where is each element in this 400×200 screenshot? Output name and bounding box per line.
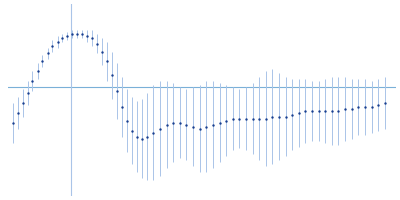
Point [230, 117, 236, 120]
Point [79, 32, 85, 35]
Point [309, 109, 315, 112]
Point [203, 125, 210, 128]
Point [335, 109, 342, 112]
Point [269, 115, 276, 118]
Point [15, 111, 21, 114]
Point [150, 131, 157, 134]
Point [118, 105, 125, 109]
Point [276, 115, 282, 118]
Point [183, 123, 190, 126]
Point [29, 80, 36, 83]
Point [19, 101, 26, 105]
Point [124, 119, 130, 122]
Point [243, 117, 249, 120]
Point [296, 111, 302, 114]
Point [375, 103, 381, 107]
Point [49, 44, 56, 47]
Point [249, 117, 256, 120]
Point [236, 117, 242, 120]
Point [44, 52, 51, 55]
Point [114, 89, 120, 93]
Point [348, 107, 355, 111]
Point [170, 121, 176, 124]
Point [89, 36, 95, 39]
Point [144, 135, 150, 138]
Point [74, 32, 81, 35]
Point [134, 135, 140, 138]
Point [289, 113, 296, 116]
Point [99, 50, 105, 53]
Point [342, 107, 348, 111]
Point [138, 137, 145, 140]
Point [177, 121, 183, 124]
Point [216, 121, 223, 124]
Point [368, 105, 375, 109]
Point [190, 125, 196, 128]
Point [108, 74, 115, 77]
Point [210, 123, 216, 126]
Point [196, 127, 203, 130]
Point [84, 34, 90, 37]
Point [382, 101, 388, 105]
Point [282, 115, 289, 118]
Point [164, 123, 170, 126]
Point [302, 109, 309, 112]
Point [316, 109, 322, 112]
Point [25, 91, 31, 95]
Point [94, 42, 100, 45]
Point [39, 60, 46, 63]
Point [157, 127, 163, 130]
Point [34, 70, 41, 73]
Point [104, 60, 110, 63]
Point [54, 40, 61, 43]
Point [10, 121, 16, 124]
Point [128, 129, 135, 132]
Point [355, 105, 362, 109]
Point [329, 109, 335, 112]
Point [322, 109, 328, 112]
Point [64, 34, 71, 37]
Point [262, 117, 269, 120]
Point [223, 119, 229, 122]
Point [362, 105, 368, 109]
Point [69, 32, 75, 35]
Point [256, 117, 262, 120]
Point [59, 36, 66, 39]
